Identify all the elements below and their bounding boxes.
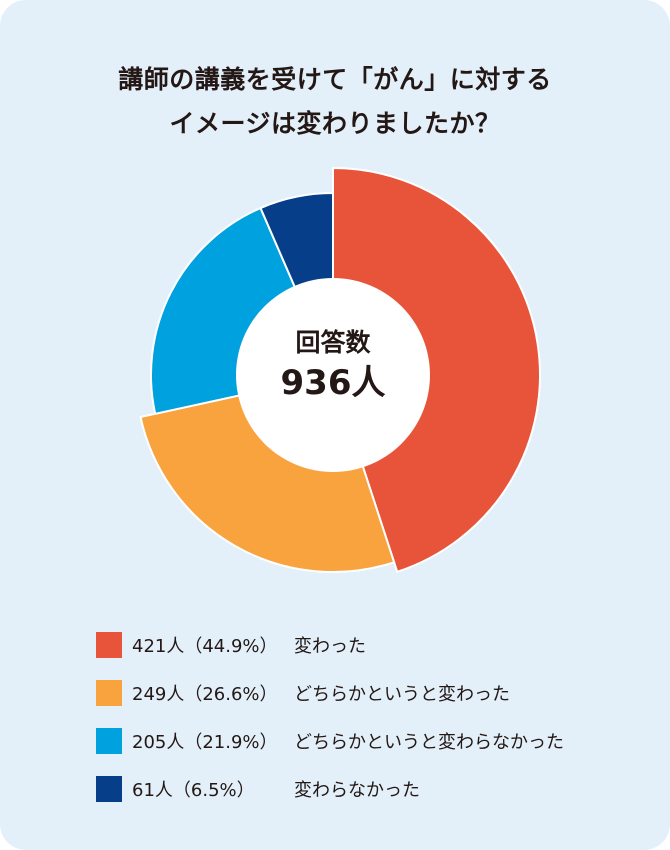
title-line-2: イメージは変わりましたか？ [169,109,501,138]
legend-item: 249人（26.6%） どちらかというと変わった [96,669,636,717]
respondents-count: 936人 [280,363,386,403]
legend-label: 変わらなかった [294,780,420,801]
legend-item: 61人（6.5%） 変わらなかった [96,765,636,813]
legend-label: 変わった [294,636,366,657]
title-line-1: 講師の講義を受けて「がん」に対する [118,65,552,94]
legend-count: 249人（26.6%） [132,684,278,705]
legend-label: どちらかというと変わらなかった [294,732,564,753]
donut-chart [139,166,541,574]
legend-count: 421人（44.9%） [132,636,278,657]
legend-count: 205人（21.9%） [132,732,278,753]
slice-changed [332,166,541,574]
legend-swatch [96,728,122,754]
chart-title: 講師の講義を受けて「がん」に対する イメージは変わりましたか？ [0,58,670,146]
legend-label: どちらかというと変わった [294,684,510,705]
legend-count: 61人（6.5%） [132,780,255,801]
center-label: 回答数 936人 [235,326,431,406]
respondents-label: 回答数 [295,328,371,357]
legend: 421人（44.9%） 変わった 249人（26.6%） どちらかというと変わっ… [96,621,636,813]
legend-swatch [96,632,122,658]
legend-item: 421人（44.9%） 変わった [96,621,636,669]
legend-item: 205人（21.9%） どちらかというと変わらなかった [96,717,636,765]
legend-swatch [96,680,122,706]
donut-hole [236,278,430,472]
legend-swatch [96,776,122,802]
